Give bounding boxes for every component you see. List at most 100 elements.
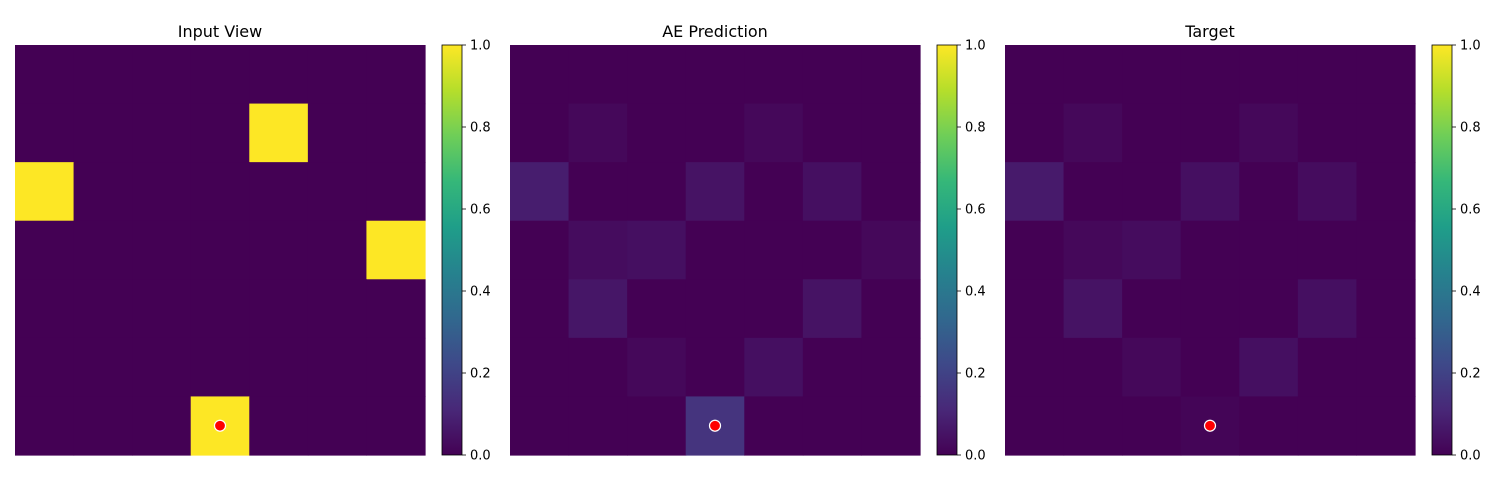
heatmap-cell [249, 337, 309, 398]
heatmap-cell [510, 337, 570, 398]
heatmap-cell [861, 45, 921, 105]
heatmap-cell [744, 279, 804, 339]
panel-title: AE Prediction [662, 22, 768, 41]
heatmap-cell [861, 396, 921, 456]
heatmap-cell [1239, 337, 1299, 398]
heatmap-cell [249, 220, 309, 280]
heatmap-cell [307, 220, 368, 280]
heatmap-cell [744, 220, 804, 280]
heatmap-cell [685, 279, 745, 339]
heatmap-cell [861, 337, 921, 398]
heatmap-cell [1356, 220, 1416, 280]
heatmap-cell [366, 162, 426, 222]
heatmap-cell [1297, 162, 1358, 222]
colorbar [441, 44, 463, 456]
heatmap-cell [744, 162, 804, 222]
heatmap-cell [802, 45, 863, 105]
colorbar-tick-label: 0.6 [470, 203, 491, 218]
colorbar-tick-label: 0.4 [1460, 285, 1481, 300]
heatmap-cell [568, 220, 628, 280]
heatmap-cell [861, 103, 921, 163]
heatmap-cell [1122, 162, 1182, 222]
heatmap-cell [1297, 103, 1358, 163]
colorbar-tick-label: 0.8 [965, 121, 986, 136]
heatmap-cell [132, 396, 192, 456]
heatmap-cell [1356, 103, 1416, 163]
heatmap-cell [73, 162, 133, 222]
heatmap-cell [1180, 220, 1240, 280]
heatmap-cell [1063, 337, 1123, 398]
heatmap-cell [627, 162, 687, 222]
heatmap-cell [366, 220, 426, 280]
heatmap-cell [1297, 337, 1358, 398]
heatmap-cell [1063, 162, 1123, 222]
heatmap-cell [249, 396, 309, 456]
colorbar-tick-label: 0.4 [470, 285, 491, 300]
heatmap-cell [1356, 337, 1416, 398]
heatmap-cell [15, 220, 75, 280]
colorbar-tick-label: 0.0 [1460, 449, 1481, 464]
colorbar-tick-label: 1.0 [470, 39, 491, 54]
heatmap-cell [510, 279, 570, 339]
heatmap-cell [73, 220, 133, 280]
colorbar-tick-label: 0.4 [965, 285, 986, 300]
heatmap-cell [307, 396, 368, 456]
heatmap-cell [15, 279, 75, 339]
heatmap-cell [568, 162, 628, 222]
heatmap-cell [861, 279, 921, 339]
heatmap-cell [568, 337, 628, 398]
heatmap-cell [190, 220, 250, 280]
heatmap-cell [1356, 45, 1416, 105]
heatmap-cell [627, 279, 687, 339]
heatmap-cell [1297, 45, 1358, 105]
heatmap-cell [132, 220, 192, 280]
position-marker [708, 419, 722, 432]
heatmap-cell [73, 103, 133, 163]
heatmap-cell [510, 396, 570, 456]
colorbar-tick-label: 0.6 [965, 203, 986, 218]
heatmap-cell [627, 45, 687, 105]
heatmap-cell [685, 220, 745, 280]
heatmap-cell [1180, 45, 1240, 105]
heatmap-cell [568, 396, 628, 456]
heatmap-cell [1122, 103, 1182, 163]
heatmap-cell [1005, 103, 1065, 163]
heatmap-cell [1239, 103, 1299, 163]
heatmap-cell [1239, 220, 1299, 280]
heatmap-cell [1297, 279, 1358, 339]
heatmap-cell [132, 103, 192, 163]
heatmap-cell [190, 337, 250, 398]
heatmap-cell [366, 279, 426, 339]
heatmap-cell [1005, 337, 1065, 398]
heatmap-cell [15, 162, 75, 222]
heatmap-cell [1063, 279, 1123, 339]
heatmap-cell [627, 337, 687, 398]
heatmap-cell [802, 220, 863, 280]
heatmap-cell [510, 220, 570, 280]
heatmap-cell [1356, 279, 1416, 339]
heatmap-cell [510, 45, 570, 105]
heatmap-cell [249, 45, 309, 105]
heatmap-cell [366, 103, 426, 163]
heatmap-cell [1239, 279, 1299, 339]
heatmap-cell [73, 396, 133, 456]
heatmap-cell [1005, 279, 1065, 339]
heatmap-cell [627, 220, 687, 280]
heatmap-cell [190, 279, 250, 339]
heatmap-cell [15, 337, 75, 398]
heatmap-cell [132, 162, 192, 222]
heatmap-cell [190, 45, 250, 105]
heatmap-cell [1297, 220, 1358, 280]
heatmap-panel-1: Input View 0.0 0.2 0.4 0.6 0.8 1.0 [15, 22, 491, 464]
heatmap-cell [15, 45, 75, 105]
heatmap-cell [685, 103, 745, 163]
heatmap-cell [132, 45, 192, 105]
heatmap-panel-3: Target 0.0 0.2 0.4 0.6 0.8 1.0 [1005, 22, 1481, 464]
heatmap-cell [1063, 103, 1123, 163]
heatmap-cell [861, 162, 921, 222]
colorbar-tick-label: 0.6 [1460, 203, 1481, 218]
heatmap-cell [1122, 337, 1182, 398]
heatmap-cell [1180, 337, 1240, 398]
heatmap-cell [132, 337, 192, 398]
